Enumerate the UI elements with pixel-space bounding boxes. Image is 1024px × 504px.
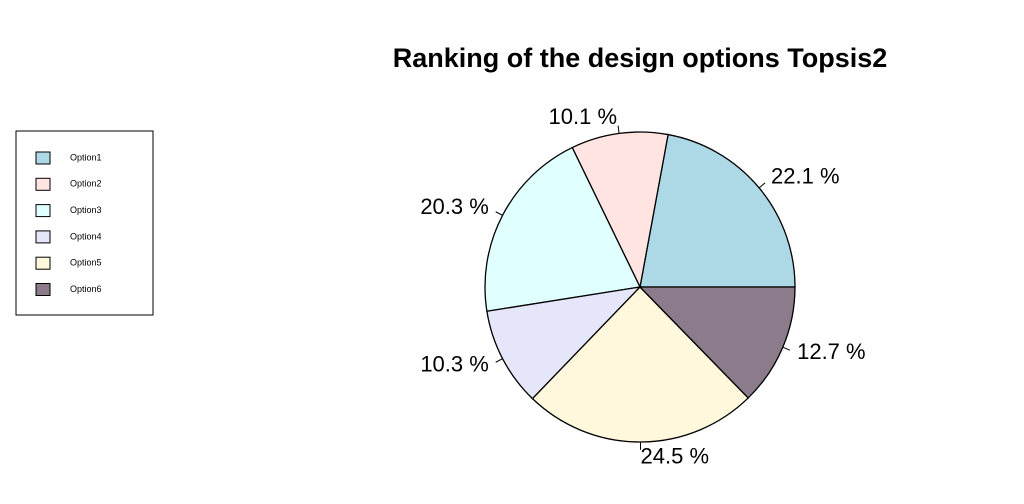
- legend-swatch: [35, 151, 51, 165]
- label-tick: [495, 358, 503, 363]
- legend-label: Option4: [70, 231, 102, 241]
- slice-label: 24.5 %: [641, 443, 710, 468]
- slice-label: 10.1 %: [549, 104, 618, 129]
- pie-slice: [531, 286, 750, 443]
- chart-title: Ranking of the design options Topsis2: [393, 43, 888, 73]
- legend-box: [15, 130, 154, 316]
- legend-swatch: [35, 283, 51, 296]
- slice-label: 10.3 %: [420, 352, 489, 377]
- legend-label: Option6: [70, 284, 102, 294]
- label-tick: [617, 125, 620, 134]
- label-tick: [495, 211, 503, 216]
- legend-label: Option3: [70, 205, 102, 215]
- legend-swatch: [35, 256, 51, 270]
- legend-swatch: [35, 230, 51, 244]
- legend-swatch: [35, 204, 51, 218]
- label-tick: [782, 346, 791, 351]
- label-tick: [758, 182, 766, 189]
- legend-label: Option1: [70, 152, 102, 162]
- slice-label: 20.3 %: [420, 194, 489, 219]
- legend-label: Option2: [70, 179, 102, 189]
- legend-swatch: [35, 177, 51, 191]
- pie-slice: [639, 133, 796, 288]
- slice-label: 12.7 %: [797, 339, 866, 364]
- legend-label: Option5: [70, 258, 102, 268]
- slice-label: 22.1 %: [771, 164, 840, 189]
